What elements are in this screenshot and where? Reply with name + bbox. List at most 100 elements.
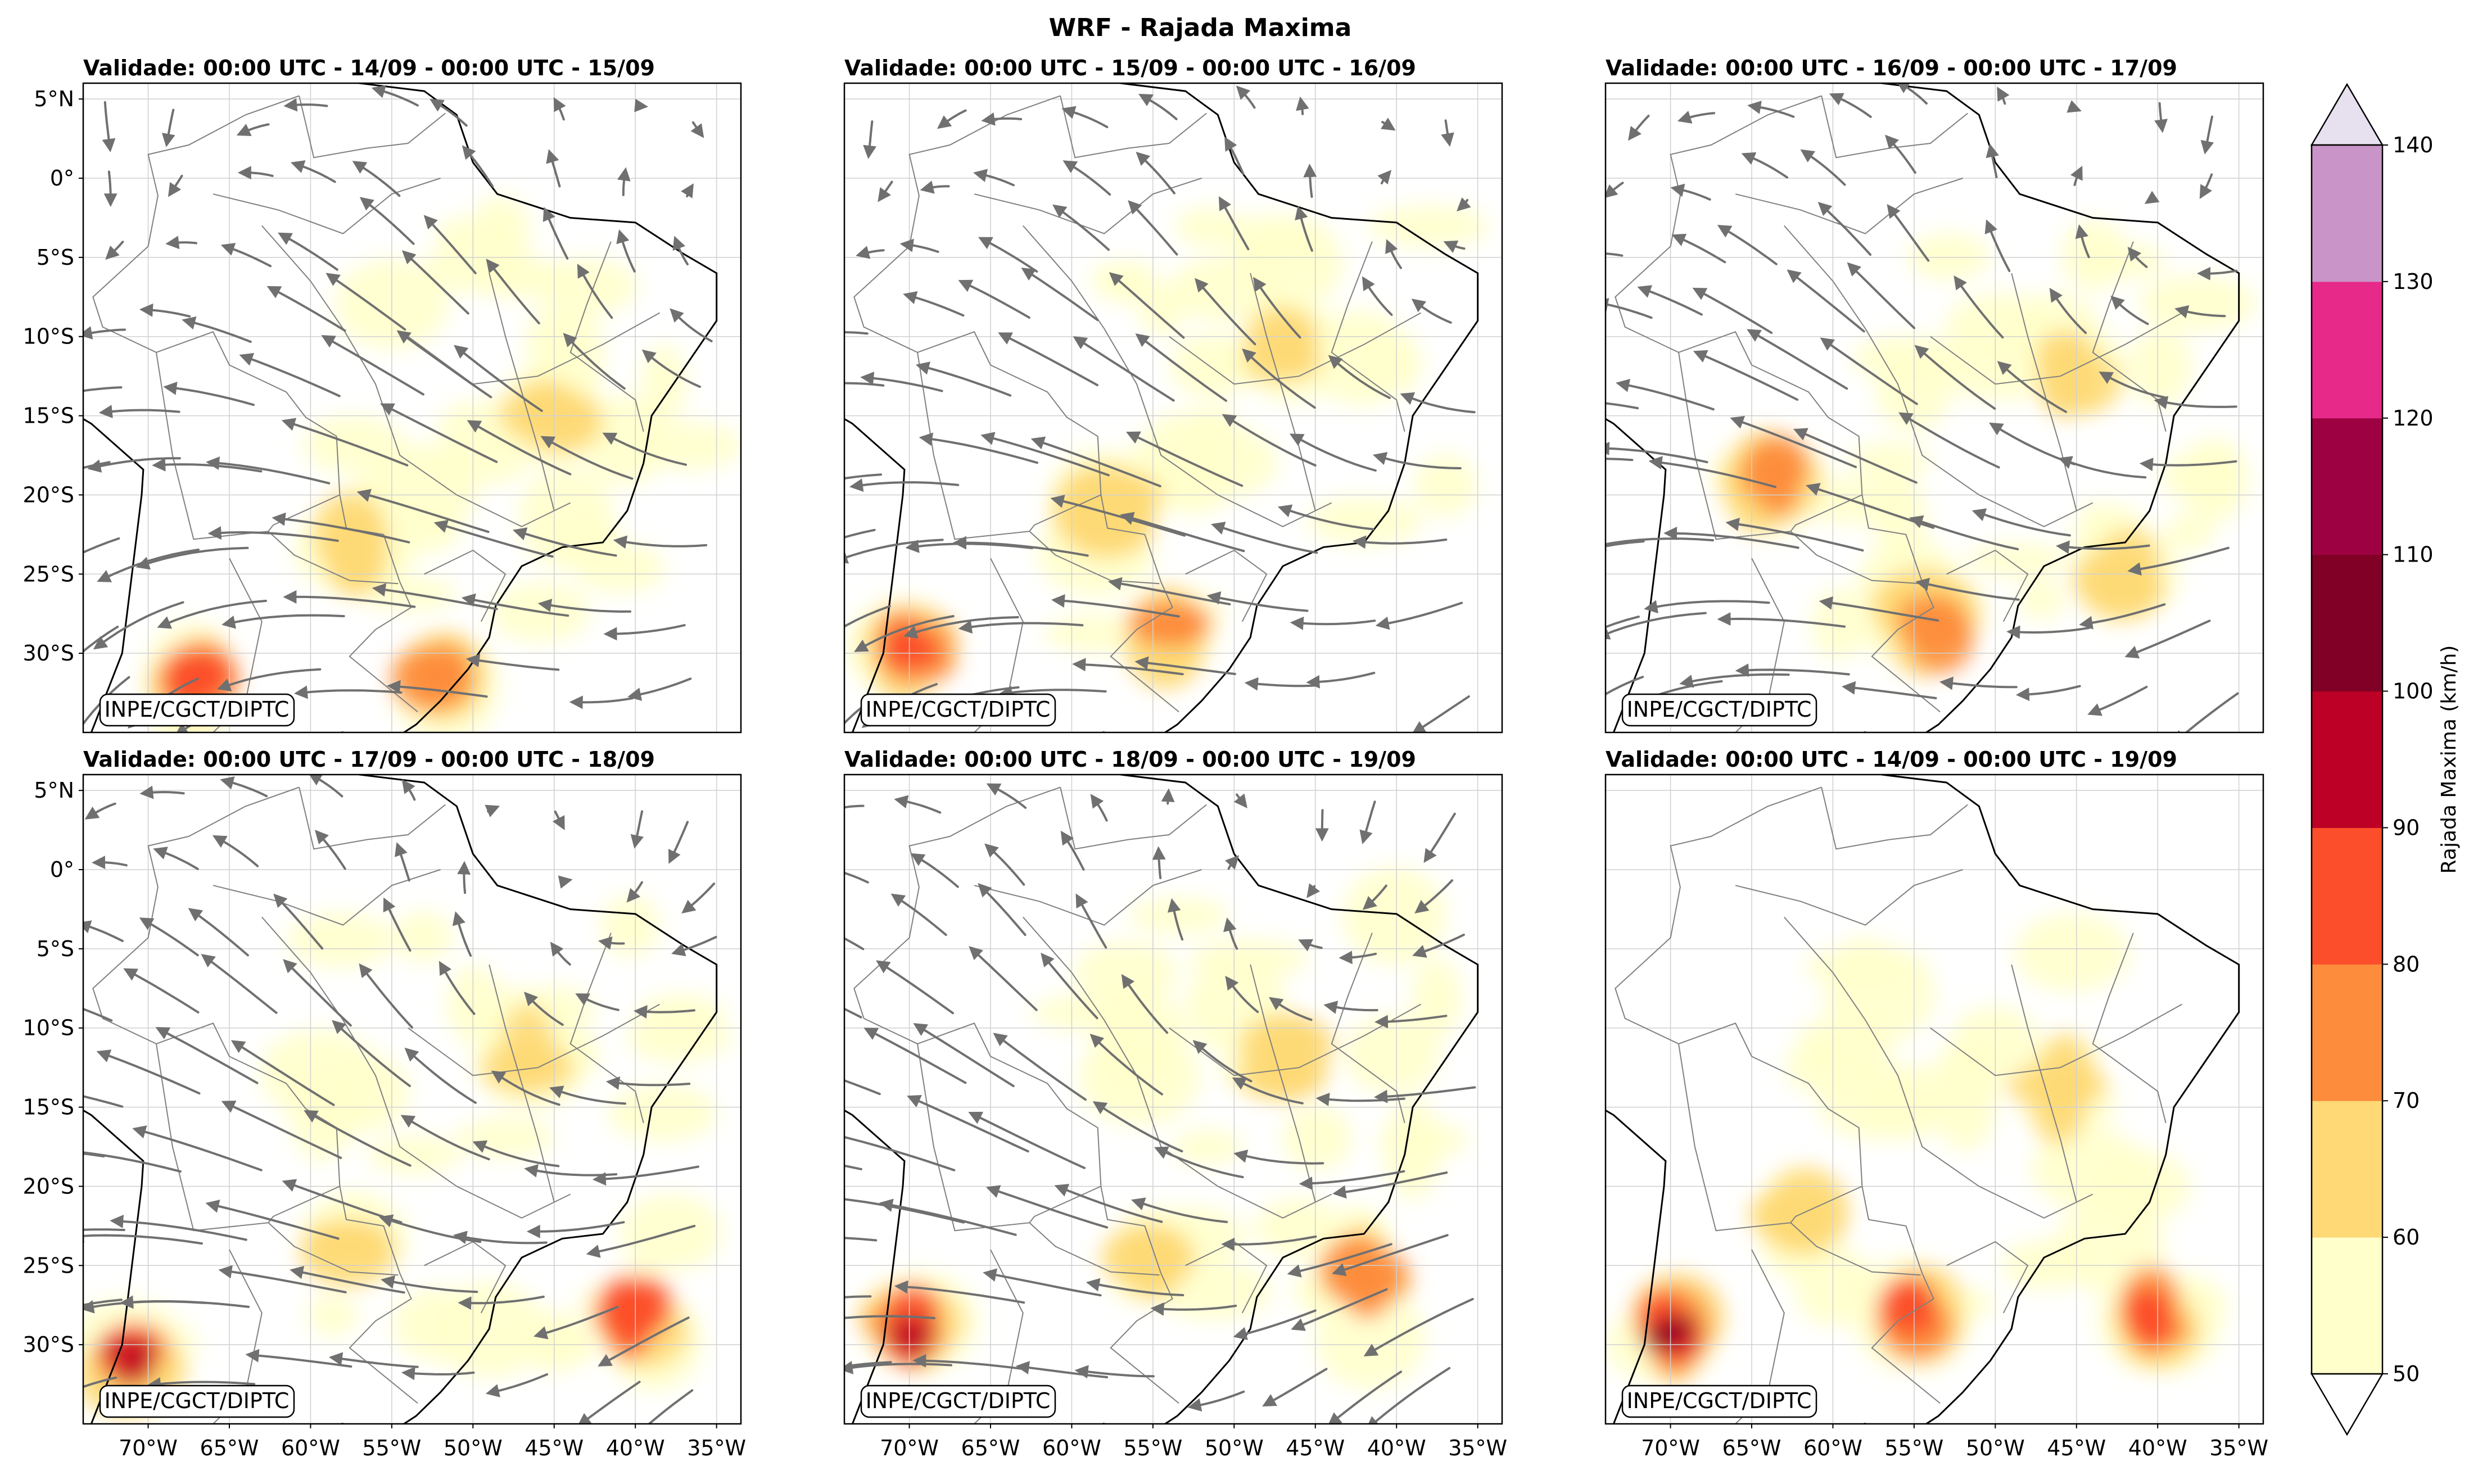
gust-area-low (2014, 913, 2130, 992)
streamline (1136, 151, 1175, 194)
streamline (983, 1268, 1102, 1297)
streamline (1411, 298, 1452, 324)
colorbar-tick-label: 80 (2393, 952, 2420, 976)
colorbar-segment (2312, 691, 2382, 828)
gust-hotspot (1739, 446, 1801, 503)
streamline (139, 917, 199, 957)
streamline (1315, 1092, 1405, 1106)
streamline (920, 180, 950, 194)
gust-area-low (1342, 867, 1446, 965)
gust-area-low (1344, 1015, 1440, 1094)
gust-area-low (2164, 515, 2215, 551)
streamline (641, 349, 701, 388)
streamline (220, 776, 268, 798)
streamline (168, 174, 183, 197)
gust-area-low (2018, 579, 2065, 620)
panel-title: Validade: 00:00 UTC - 14/09 - 00:00 UTC … (83, 56, 655, 80)
streamline (1131, 1197, 1228, 1223)
streamline (1352, 535, 1448, 549)
streamline (1120, 512, 1245, 553)
streamline (102, 101, 116, 153)
gust-hotspot (598, 1277, 656, 1334)
streamline (1225, 855, 1240, 870)
streamline (396, 330, 492, 399)
streamline (1817, 202, 1872, 256)
x-tick-label: 40°W (2128, 1436, 2187, 1460)
streamline (998, 686, 1107, 699)
gust-area-low (323, 1053, 410, 1132)
streamline (856, 246, 885, 259)
streamline (894, 795, 942, 814)
gust-hotspot (2006, 1061, 2108, 1109)
streamline (278, 232, 338, 271)
panel-frame (82, 773, 742, 1425)
streamline (1221, 1235, 1317, 1251)
gridlines (844, 83, 1502, 732)
streamline (103, 170, 117, 207)
streamline (1233, 1150, 1324, 1165)
gridlines (1606, 775, 2263, 1424)
streamline (283, 590, 416, 608)
country-borders (1615, 786, 2183, 1424)
streamline (1984, 219, 2011, 272)
streamline (1606, 458, 1634, 462)
x-tick-label: 50°W (1205, 1436, 1264, 1460)
streamline (526, 1221, 625, 1238)
streamlines (83, 775, 717, 1424)
streamline (359, 197, 415, 245)
streamline (2099, 371, 2166, 399)
streamline (1898, 412, 2000, 469)
streamline (1374, 1015, 1448, 1029)
gust-area-low (608, 1084, 718, 1142)
x-tick-label: 45°W (524, 1436, 584, 1460)
gust-area-low (1368, 205, 1490, 247)
streamline (1730, 416, 1857, 468)
streamline (1167, 898, 1184, 941)
gust-hotspot (110, 1363, 150, 1384)
streamline (2110, 295, 2149, 325)
streamline (1195, 278, 1256, 346)
streamline (1606, 676, 1644, 696)
streamline (1015, 1361, 1109, 1378)
streamline (912, 1354, 1025, 1370)
streamline (1725, 517, 1864, 552)
panel-1: Validade: 00:00 UTC - 14/09 - 00:00 UTC … (23, 56, 742, 734)
streamline (1323, 1001, 1378, 1014)
streamline (1086, 1278, 1184, 1296)
streamline (915, 361, 1012, 397)
streamline (1606, 402, 1639, 410)
gust-hotspot (1059, 482, 1156, 559)
streamline (1030, 436, 1161, 487)
y-tick-label: 20°S (23, 1174, 74, 1198)
streamline (1287, 1243, 1392, 1278)
streamline (1741, 152, 1788, 179)
streamline (627, 677, 692, 701)
streamline (352, 161, 401, 197)
credit-label: INPE/CGCT/DIPTC (1627, 1388, 1812, 1413)
streamline (1152, 846, 1166, 879)
streamline (863, 120, 877, 159)
streamline (2196, 266, 2238, 280)
gust-area-low (1175, 207, 1244, 247)
streamline (1606, 537, 1714, 551)
credit-box (99, 1385, 295, 1418)
streamline (216, 668, 322, 691)
streamline (272, 512, 410, 544)
streamline (1735, 663, 1850, 677)
streamline (120, 1295, 250, 1309)
streamline (958, 620, 1084, 634)
streamline (433, 519, 554, 558)
streamline (844, 1237, 878, 1242)
streamline (844, 1295, 872, 1298)
streamline (540, 436, 634, 480)
streamline (1021, 268, 1099, 322)
streamline (863, 1028, 967, 1084)
streamline (1232, 1078, 1304, 1105)
streamline (844, 1361, 953, 1374)
streamline (605, 1076, 691, 1090)
x-tick-label: 45°W (2047, 1436, 2106, 1460)
x-tick-label: 65°W (1722, 1436, 1781, 1460)
colorbar-tick-label: 90 (2393, 815, 2420, 840)
streamline (1052, 204, 1110, 251)
streamline (221, 1100, 342, 1159)
